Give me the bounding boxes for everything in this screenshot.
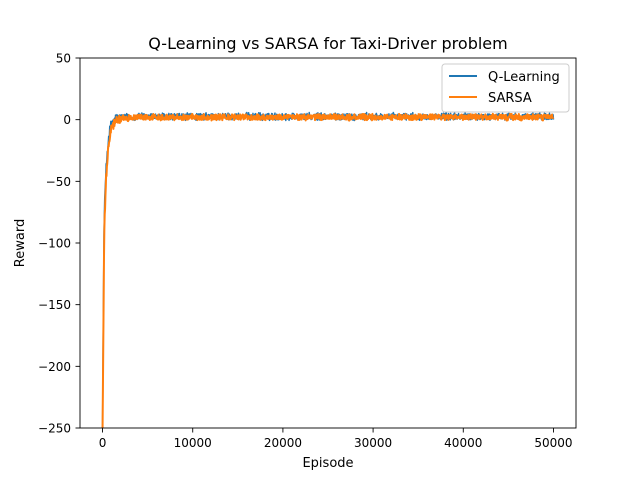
- x-tick-label: 10000: [174, 436, 212, 450]
- y-tick-label: 0: [63, 113, 71, 127]
- y-tick-label: −50: [46, 175, 71, 189]
- x-axis-label: Episode: [302, 456, 353, 471]
- chart-title: Q-Learning vs SARSA for Taxi-Driver prob…: [148, 34, 507, 53]
- legend-label-sarsa: SARSA: [488, 91, 532, 106]
- legend: Q-Learning SARSA: [441, 63, 570, 113]
- y-tick-label: −250: [38, 422, 71, 436]
- x-tick-label: 30000: [354, 436, 392, 450]
- x-tick-label: 0: [99, 436, 107, 450]
- x-tick-label: 40000: [444, 436, 482, 450]
- y-tick-label: −200: [38, 360, 71, 374]
- legend-label-q-learning: Q-Learning: [488, 70, 560, 85]
- y-tick-label: 50: [56, 52, 71, 66]
- y-axis-label: Reward: [13, 219, 28, 267]
- x-tick-label: 50000: [534, 436, 572, 450]
- y-axis-ticks: −250 −200 −150 −100 −50 0 50: [38, 52, 80, 436]
- x-axis-ticks: 0 10000 20000 30000 40000 50000: [99, 428, 573, 450]
- x-tick-label: 20000: [264, 436, 302, 450]
- series-layer: [101, 111, 555, 428]
- y-tick-label: −100: [38, 237, 71, 251]
- series-line-sarsa: [101, 112, 555, 428]
- y-tick-label: −150: [38, 298, 71, 312]
